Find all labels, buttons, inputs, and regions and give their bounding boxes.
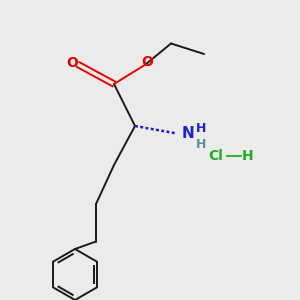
Text: Cl: Cl	[208, 149, 224, 163]
Text: H: H	[196, 137, 206, 151]
Text: O: O	[141, 55, 153, 68]
Text: O: O	[67, 56, 79, 70]
Text: N: N	[182, 126, 194, 141]
Text: H: H	[242, 149, 253, 163]
Text: H: H	[196, 122, 206, 135]
